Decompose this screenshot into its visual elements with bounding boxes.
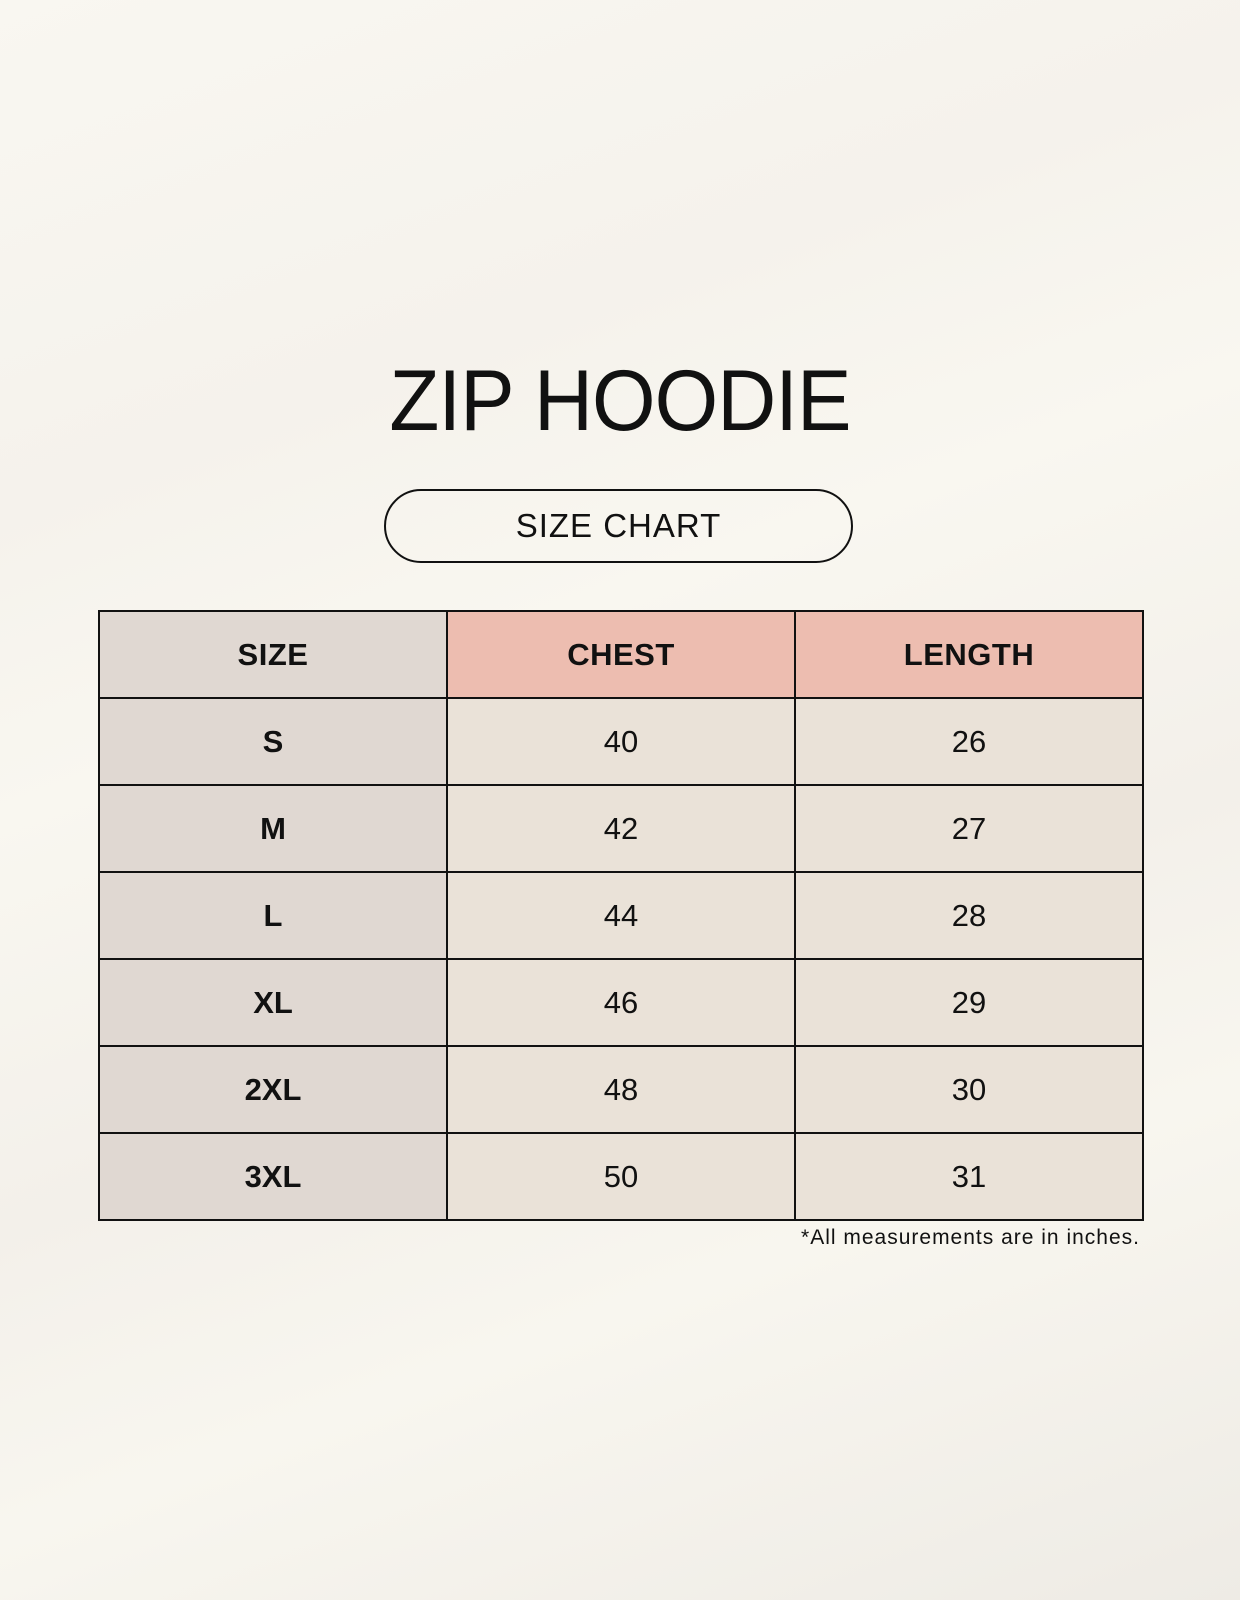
cell-length: 29 (794, 958, 1144, 1047)
cell-size: 2XL (98, 1045, 448, 1134)
table-row: L 44 28 (98, 871, 1144, 960)
cell-length: 28 (794, 871, 1144, 960)
cell-length: 30 (794, 1045, 1144, 1134)
size-chart-label: SIZE CHART (384, 489, 853, 563)
table-row: 3XL 50 31 (98, 1132, 1144, 1221)
table-row: M 42 27 (98, 784, 1144, 873)
table-header-row: SIZE CHEST LENGTH (98, 610, 1144, 699)
cell-chest: 46 (446, 958, 796, 1047)
footnote: *All measurements are in inches. (801, 1226, 1140, 1249)
cell-chest: 48 (446, 1045, 796, 1134)
header-chest: CHEST (446, 610, 796, 699)
cell-chest: 40 (446, 697, 796, 786)
page-title: ZIP HOODIE (389, 353, 851, 449)
cell-size: S (98, 697, 448, 786)
cell-size: XL (98, 958, 448, 1047)
cell-size: M (98, 784, 448, 873)
cell-chest: 42 (446, 784, 796, 873)
cell-chest: 44 (446, 871, 796, 960)
size-table: SIZE CHEST LENGTH S 40 26 M 42 27 L 44 28 XL 46 29 2… (98, 610, 1144, 1221)
table-row: XL 46 29 (98, 958, 1144, 1047)
cell-length: 31 (794, 1132, 1144, 1221)
cell-length: 26 (794, 697, 1144, 786)
table-row: 2XL 48 30 (98, 1045, 1144, 1134)
header-size: SIZE (98, 610, 448, 699)
header-length: LENGTH (794, 610, 1144, 699)
cell-chest: 50 (446, 1132, 796, 1221)
cell-size: L (98, 871, 448, 960)
table-row: S 40 26 (98, 697, 1144, 786)
cell-length: 27 (794, 784, 1144, 873)
cell-size: 3XL (98, 1132, 448, 1221)
